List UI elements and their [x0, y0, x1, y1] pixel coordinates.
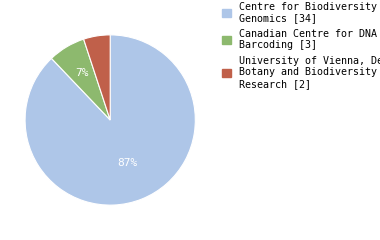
Wedge shape	[51, 39, 110, 120]
Legend: Centre for Biodiversity
Genomics [34], Canadian Centre for DNA
Barcoding [3], Un: Centre for Biodiversity Genomics [34], C…	[222, 2, 380, 89]
Wedge shape	[25, 35, 195, 205]
Wedge shape	[84, 35, 110, 120]
Text: 7%: 7%	[75, 67, 89, 78]
Text: 87%: 87%	[117, 158, 138, 168]
